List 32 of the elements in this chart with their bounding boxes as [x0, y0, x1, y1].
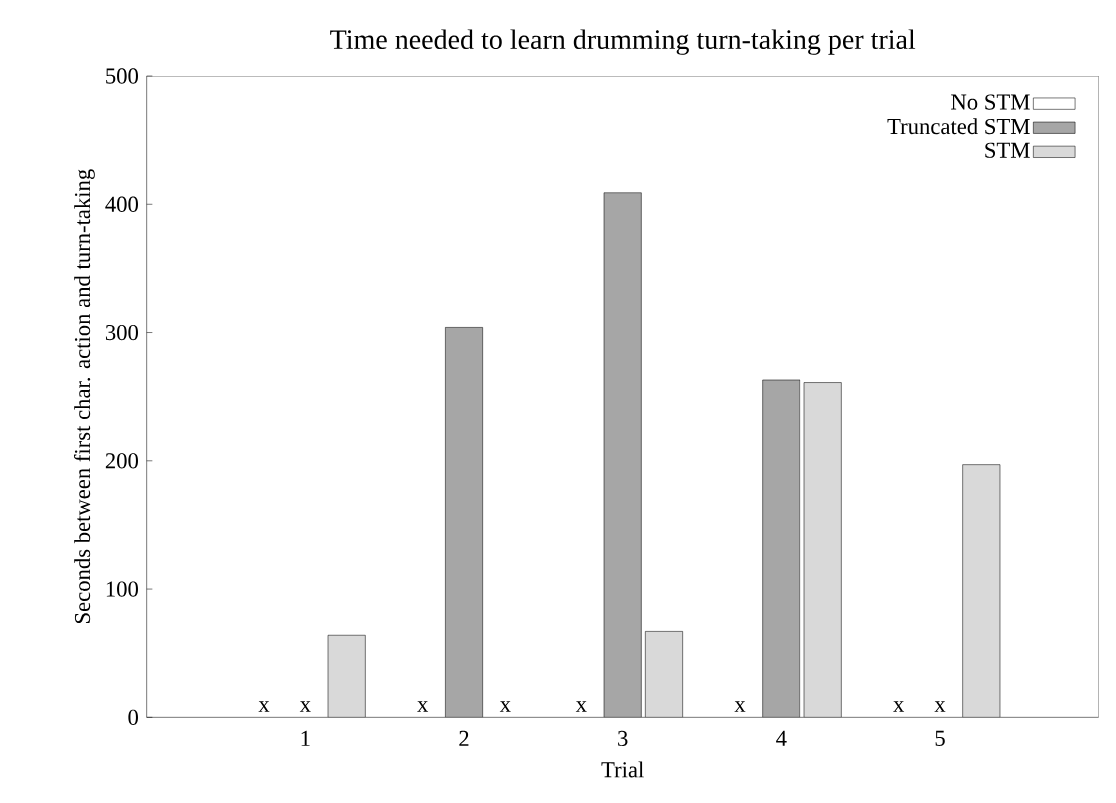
text: x [299, 701, 311, 712]
x-tick-label: 4 [776, 731, 787, 746]
text: x [499, 701, 511, 712]
bar [445, 327, 483, 718]
y-tick-label: 0 [128, 709, 138, 726]
y-tick-label: 100 [106, 581, 138, 597]
text: x [575, 701, 587, 712]
x-tick-label: 1 [301, 731, 310, 746]
bar [962, 464, 1001, 718]
bar [328, 635, 366, 718]
text: x [893, 701, 905, 712]
bar [604, 192, 642, 718]
y-tick-label: 400 [105, 196, 138, 213]
chart-title: Time needed to learn drumming turn-taking per trial [330, 29, 916, 56]
bar [804, 382, 842, 718]
x-tick-label: 3 [618, 731, 628, 747]
legend-label: Truncated STM [887, 118, 1030, 135]
legend-label: No STM [951, 94, 1030, 110]
y-axis-title: Seconds between first char. action and turn-taking [73, 169, 95, 624]
x-tick-label: 2 [459, 731, 469, 747]
y-tick-label: 500 [106, 68, 138, 84]
x-tick-label: 5 [935, 731, 945, 747]
text: x [734, 701, 746, 712]
bar [762, 379, 801, 718]
bar [645, 631, 683, 718]
text: x [417, 701, 429, 712]
legend-label: STM [985, 142, 1030, 159]
text: x [934, 701, 946, 712]
y-tick-label: 300 [105, 325, 138, 341]
text: x [258, 701, 270, 712]
x-axis-title: Trial [601, 761, 644, 778]
y-tick-label: 200 [105, 453, 138, 469]
